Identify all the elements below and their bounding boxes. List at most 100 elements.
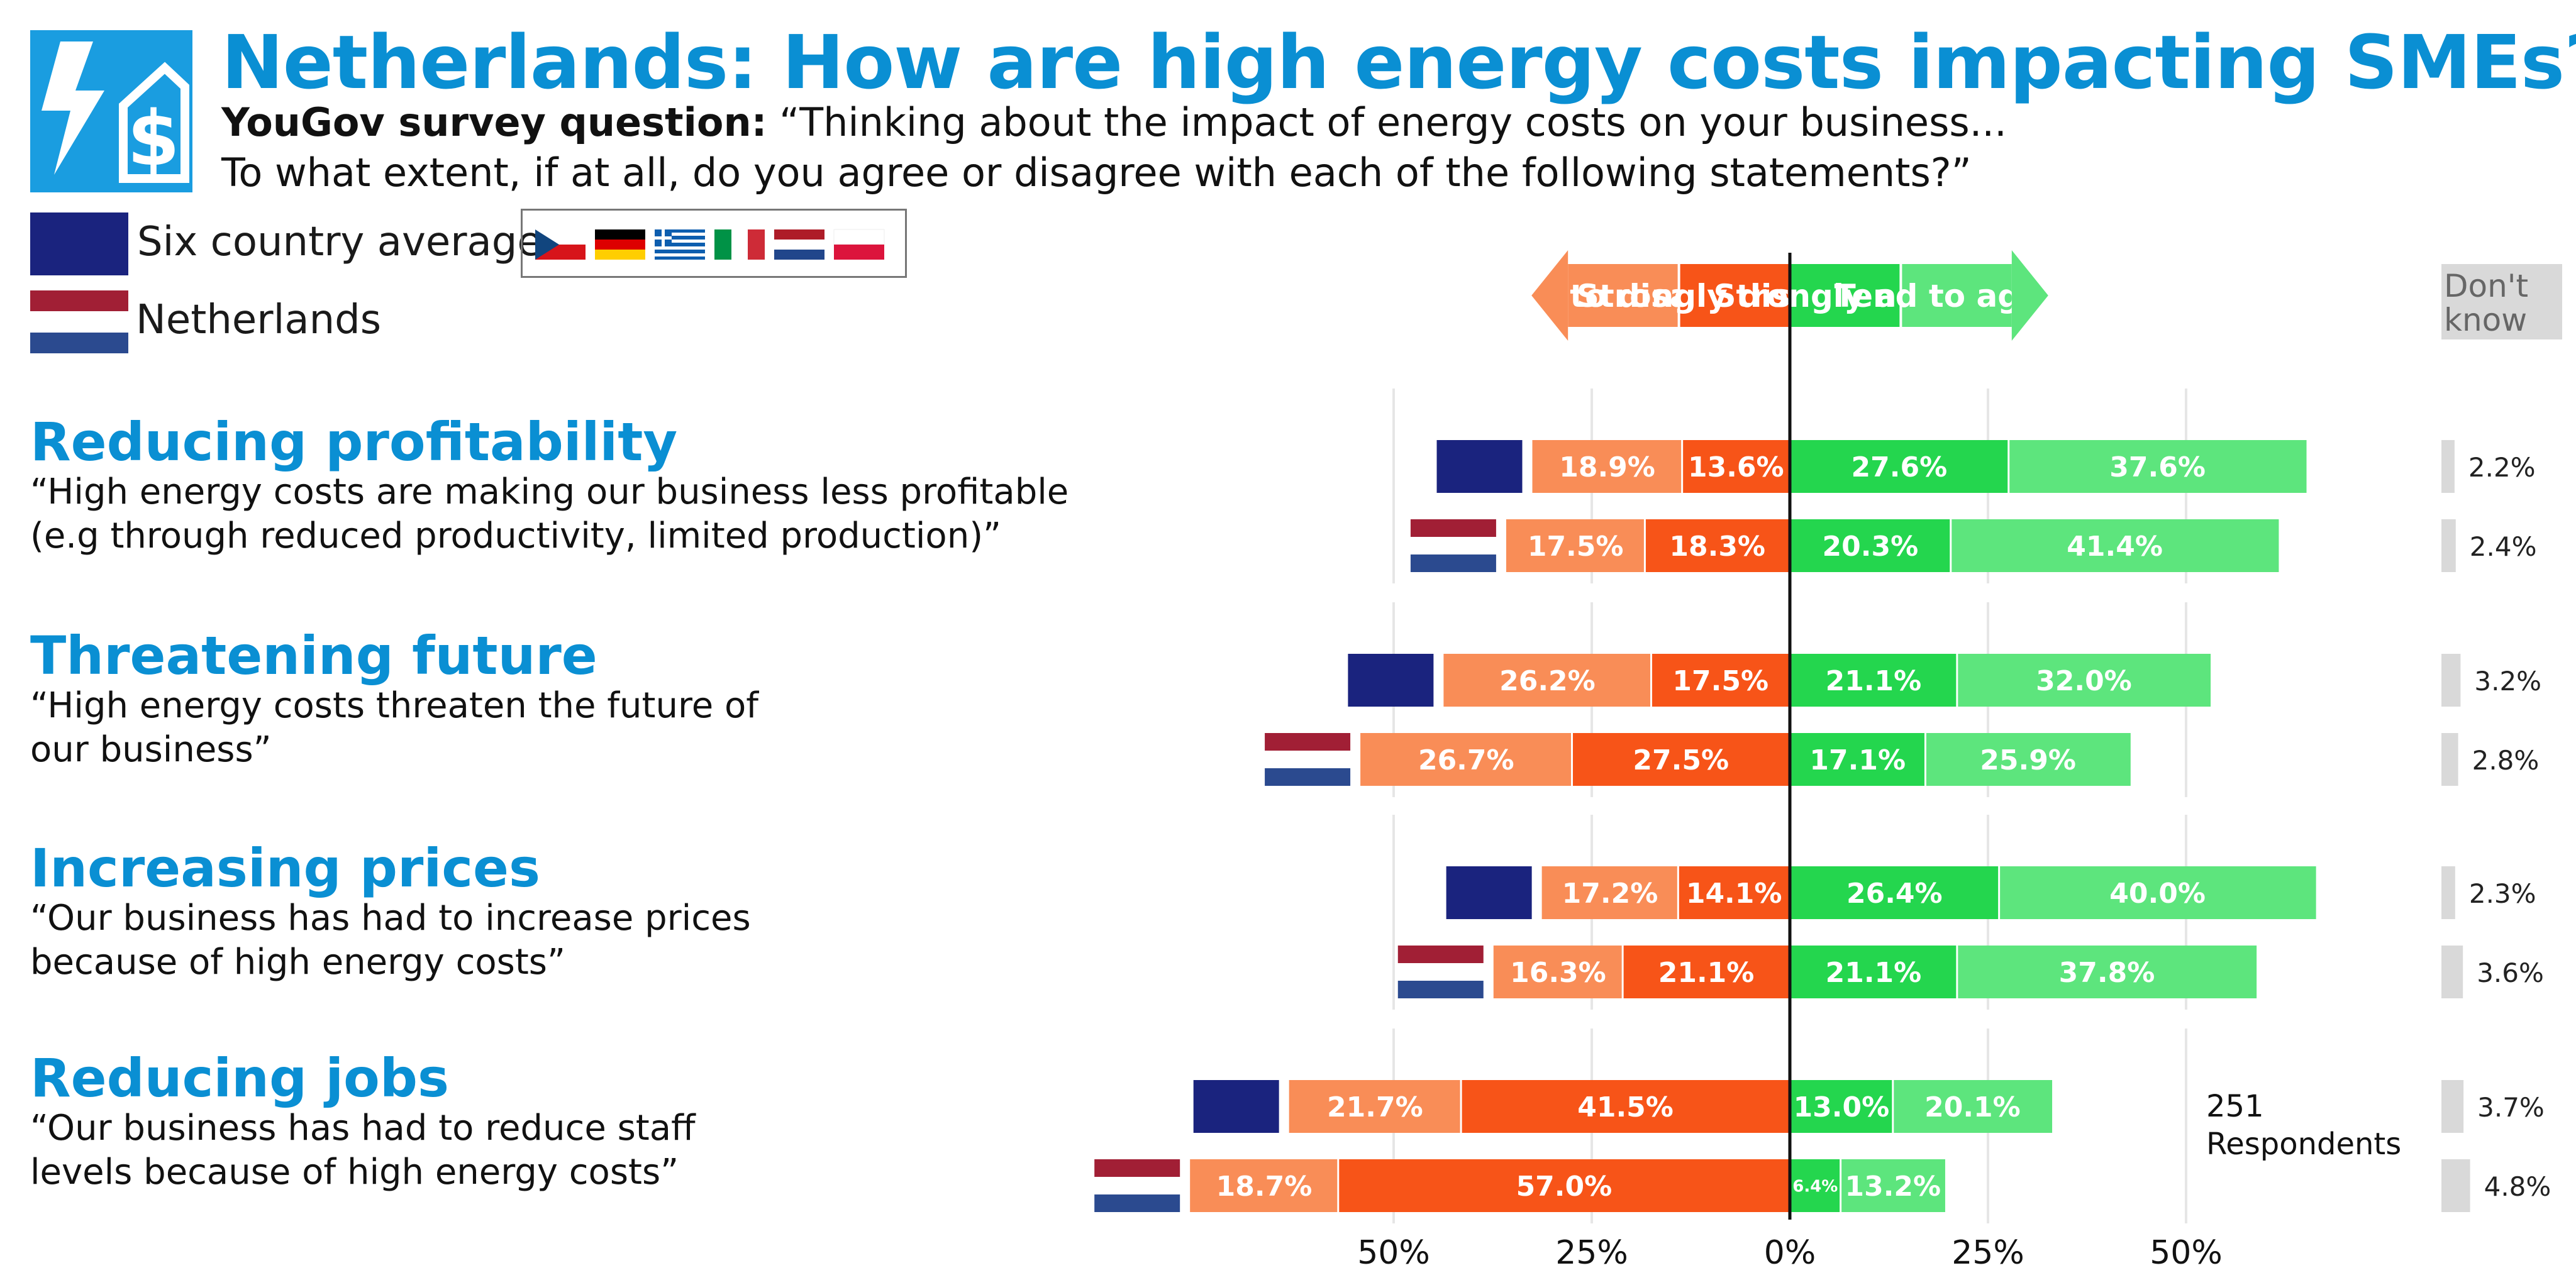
label-dont-know: 2.3% (2469, 878, 2536, 909)
label-strongly-disagree: 13.6% (1688, 451, 1784, 483)
poland-flag-icon (833, 229, 885, 260)
label-tend-disagree: 18.7% (1216, 1171, 1313, 1203)
netherlands-marker-red (1397, 946, 1484, 963)
bar-strongly-agree (1790, 654, 1957, 707)
germany-flag-icon (595, 229, 645, 260)
label-strongly-disagree: 27.5% (1633, 744, 1729, 776)
dont-know-header-line1: Don't (2444, 268, 2528, 304)
greece-flag-icon (655, 229, 705, 260)
label-strongly-disagree: 41.5% (1577, 1091, 1674, 1123)
question-text-3b: because of high energy costs” (30, 942, 565, 983)
bar-dont-know (2441, 733, 2458, 786)
page-title: Netherlands: How are high energy costs i… (221, 19, 2576, 106)
label-tend-agree: 25.9% (1980, 744, 2076, 776)
label-dont-know: 2.8% (2472, 745, 2540, 776)
bar-tend-agree (1957, 654, 2211, 707)
left-arrow-icon (1531, 250, 1568, 341)
label-tend-disagree: 26.7% (1418, 744, 1514, 776)
question-text-2b: our business” (30, 729, 272, 770)
bar-strongly-disagree (1678, 866, 1790, 919)
dont-know-header-line2: know (2444, 302, 2527, 338)
average-swatch (30, 212, 128, 275)
italy-flag-icon (714, 229, 765, 260)
flags-strip (535, 229, 885, 260)
label-strongly-agree: 26.4% (1846, 878, 1943, 910)
question-title-1: Reducing profitability (30, 411, 678, 473)
netherlands-marker-white (1397, 963, 1484, 981)
average-legend-label: Six country average (137, 219, 542, 265)
label-strongly-agree: 21.1% (1826, 957, 1922, 989)
label-tend-agree: 20.1% (1924, 1091, 2021, 1123)
question-text-3a: “Our business has had to increase prices (30, 898, 751, 939)
bar-dont-know (2441, 654, 2461, 707)
netherlands-swatch (30, 290, 128, 353)
tend-disagree-header-band (1568, 264, 1679, 327)
x-tick-label: 25% (1951, 1234, 2024, 1272)
bar-strongly-disagree (1651, 654, 1790, 707)
netherlands-marker-white (1265, 751, 1351, 768)
respondents-label: Respondents (2206, 1127, 2402, 1162)
x-tick-label: 25% (1555, 1234, 1628, 1272)
x-tick-label: 0% (1764, 1234, 1816, 1272)
label-strongly-disagree: 21.1% (1658, 957, 1755, 989)
bar-tend-agree (1892, 1080, 2053, 1133)
label-dont-know: 2.4% (2470, 531, 2537, 562)
question-text-1a: “High energy costs are making our busine… (30, 472, 1069, 512)
survey-question-line1: YouGov survey question: “Thinking about … (221, 99, 2007, 145)
label-tend-agree: 37.8% (2059, 957, 2155, 989)
label-tend-agree: 41.4% (2067, 531, 2163, 563)
bar-tend-disagree (1541, 866, 1679, 919)
bar-strongly-agree (1790, 1159, 1841, 1212)
bar-tend-agree (1950, 519, 2279, 572)
house-bolt-dollar-icon: $ (42, 41, 189, 183)
bar-strongly-disagree (1461, 1080, 1790, 1133)
label-dont-know: 3.2% (2474, 666, 2541, 697)
bar-tend-disagree (1506, 519, 1645, 572)
average-marker (1193, 1080, 1279, 1133)
x-tick-label: 50% (2150, 1234, 2223, 1272)
average-marker (1348, 654, 1434, 707)
label-tend-agree: 13.2% (1845, 1171, 1941, 1203)
netherlands-marker-red (1094, 1159, 1180, 1177)
label-tend-disagree: 26.2% (1499, 665, 1596, 697)
bar-strongly-agree (1790, 733, 1926, 786)
question-text-4b: levels because of high energy costs” (30, 1152, 679, 1193)
netherlands-flag-icon (774, 229, 824, 260)
survey-question-text-2: To what extent, if at all, do you agree … (221, 150, 1972, 196)
bar-tend-agree (1925, 733, 2131, 786)
bar-dont-know (2441, 866, 2455, 919)
respondents-count: 251 (2206, 1089, 2264, 1124)
label-dont-know: 3.6% (2477, 957, 2544, 988)
netherlands-marker-blue (1397, 981, 1484, 998)
question-text-1b: (e.g through reduced productivity, limit… (30, 516, 1002, 556)
label-strongly-agree: 13.0% (1794, 1091, 1890, 1123)
bar-dont-know (2441, 946, 2463, 998)
question-title-4: Reducing jobs (30, 1047, 449, 1109)
label-tend-agree: 32.0% (2036, 665, 2132, 697)
bar-tend-disagree (1360, 733, 1572, 786)
label-strongly-disagree: 18.3% (1669, 531, 1765, 563)
bar-tend-agree (1999, 866, 2316, 919)
tend-agree-header-band (1901, 264, 2012, 327)
right-arrow-icon (2011, 250, 2048, 341)
energy-cost-logo: $ (30, 30, 192, 192)
respondents-note: 251 Respondents (2206, 1088, 2401, 1163)
strongly-agree-header-band (1790, 264, 1901, 327)
label-strongly-disagree: 17.5% (1672, 665, 1768, 697)
label-tend-disagree: 16.3% (1510, 957, 1606, 989)
bar-tend-agree (2008, 440, 2307, 493)
bar-strongly-agree (1790, 440, 2009, 493)
bar-tend-disagree (1493, 946, 1623, 998)
netherlands-marker-blue (1094, 1194, 1180, 1212)
netherlands-marker-blue (1265, 768, 1351, 786)
dont-know-header-box (2441, 264, 2562, 339)
label-tend-agree: 40.0% (2109, 878, 2206, 910)
czech-flag-icon (535, 229, 586, 260)
bar-strongly-disagree (1572, 733, 1790, 786)
label-strongly-agree: 17.1% (1809, 744, 1906, 776)
survey-question-text-1: “Thinking about the impact of energy cos… (779, 99, 2007, 145)
bar-strongly-disagree (1682, 440, 1790, 493)
bar-dont-know (2441, 1080, 2464, 1133)
